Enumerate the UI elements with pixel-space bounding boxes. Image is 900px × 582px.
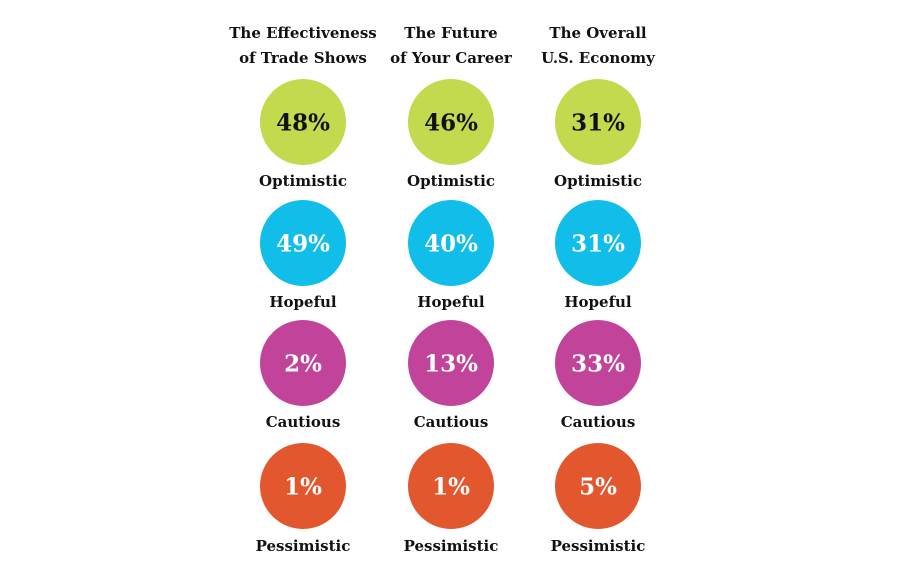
hopeful-bubble (260, 200, 346, 286)
cautious-bubble (260, 320, 346, 406)
category-label: Cautious (266, 413, 341, 431)
category-label: Hopeful (564, 293, 632, 311)
data-label: 46% (424, 110, 478, 137)
data-label: 1% (284, 474, 322, 501)
data-label: 31% (571, 231, 625, 258)
category-label: Hopeful (269, 293, 337, 311)
column-title-line: The Overall (549, 24, 646, 42)
category-label: Optimistic (407, 172, 495, 190)
category-label: Pessimistic (404, 537, 499, 555)
data-label: 49% (276, 231, 330, 258)
cautious-bubble (408, 320, 494, 406)
optimistic-bubble (555, 79, 641, 165)
data-label: 2% (284, 351, 322, 378)
data-label: 5% (579, 474, 617, 501)
column-title-line: The Effectiveness (229, 24, 376, 42)
data-label: 40% (424, 231, 478, 258)
data-label: 31% (571, 110, 625, 137)
category-label: Optimistic (259, 172, 347, 190)
category-label: Pessimistic (551, 537, 646, 555)
hopeful-bubble (555, 200, 641, 286)
data-label: 1% (432, 474, 470, 501)
data-label: 13% (424, 351, 478, 378)
category-label: Cautious (561, 413, 636, 431)
column-title-line: of Trade Shows (239, 49, 367, 67)
data-label: 33% (571, 351, 625, 378)
column-title-line: The Future (404, 24, 497, 42)
cautious-bubble (555, 320, 641, 406)
pessimistic-bubble (408, 443, 494, 529)
column-3: The Overall U.S. Economy 31% Optimistic 31% H… (541, 24, 656, 555)
column-2: The Future of Your Career 46% Optimistic 40%… (390, 24, 513, 555)
hopeful-bubble (408, 200, 494, 286)
optimistic-bubble (408, 79, 494, 165)
pessimistic-bubble (260, 443, 346, 529)
optimistic-bubble (260, 79, 346, 165)
category-label: Pessimistic (256, 537, 351, 555)
column-title-line: U.S. Economy (541, 49, 656, 67)
pessimistic-bubble (555, 443, 641, 529)
column-1: The Effectiveness of Trade Shows 48% Optimi… (229, 24, 376, 555)
category-label: Cautious (414, 413, 489, 431)
data-label: 48% (276, 110, 330, 137)
category-label: Hopeful (417, 293, 485, 311)
column-title-line: of Your Career (390, 49, 513, 67)
category-label: Optimistic (554, 172, 642, 190)
